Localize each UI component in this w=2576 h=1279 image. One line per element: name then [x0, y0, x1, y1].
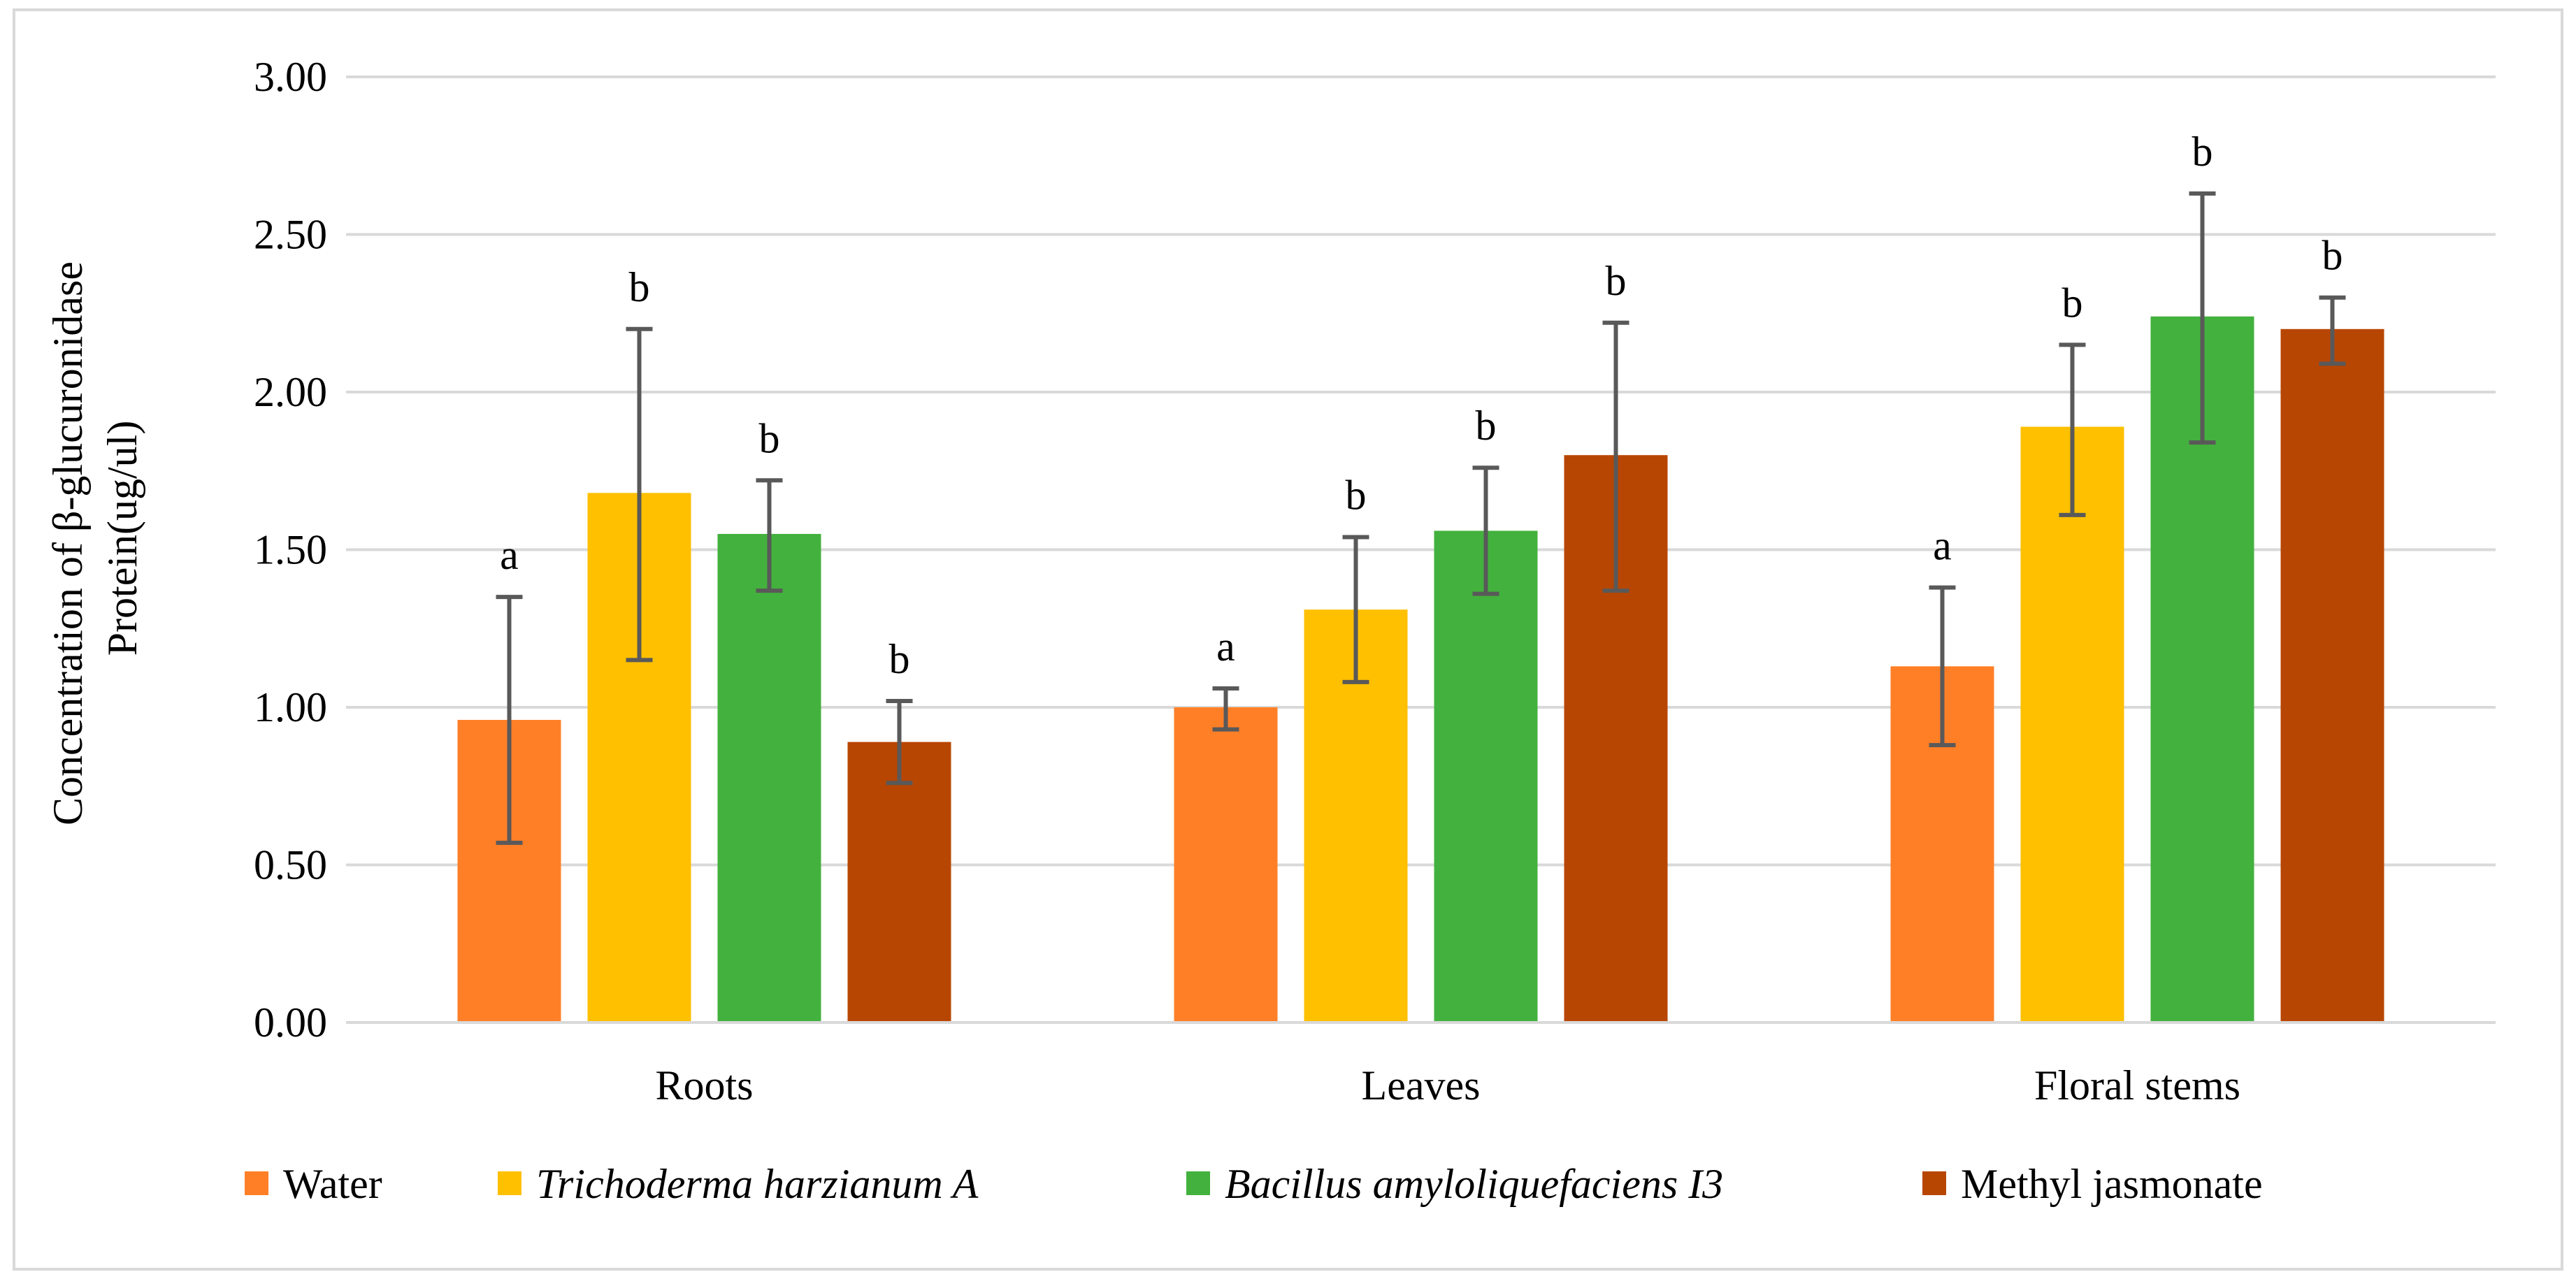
significance-label: b [629, 264, 650, 310]
legend-swatch [498, 1171, 521, 1195]
y-tick-label: 1.00 [254, 684, 327, 730]
significance-label: a [1216, 623, 1235, 670]
x-tick-label: Roots [655, 1062, 753, 1108]
x-tick-label: Floral stems [2034, 1062, 2240, 1108]
y-tick-label: 3.00 [254, 54, 327, 100]
x-axis-ticks: Roots Leaves Floral stems [655, 1062, 2240, 1108]
legend-label: Water [283, 1161, 382, 1207]
significance-label: b [1476, 403, 1497, 449]
y-axis-title-line-2: Protein(ug/ul) [99, 421, 145, 656]
y-axis-title-line-1: Concentration of β-glucuronidase [45, 261, 91, 825]
legend-label: Bacillus amyloliquefaciens I3 [1225, 1161, 1723, 1207]
significance-label: b [2192, 129, 2213, 175]
significance-label: b [759, 415, 780, 461]
y-axis-ticks: 0.00 0.50 1.00 1.50 2.00 2.50 3.00 [254, 54, 327, 1046]
bar [2020, 426, 2124, 1023]
y-tick-label: 1.50 [254, 527, 327, 573]
legend: Water Trichoderma harzianum A Bacillus amy… [245, 1161, 2263, 1207]
significance-label: b [2062, 280, 2083, 326]
legend-swatch [1186, 1171, 1210, 1195]
x-tick-label: Leaves [1362, 1062, 1481, 1108]
significance-label: b [2322, 233, 2343, 279]
significance-label: a [1933, 523, 1952, 569]
bar [1434, 530, 1538, 1023]
legend-swatch [245, 1171, 268, 1195]
gridlines [346, 75, 2496, 867]
legend-label: Methyl jasmonate [1961, 1161, 2263, 1207]
significance-label: b [1606, 258, 1627, 304]
error-bars [496, 191, 2346, 845]
significance-labels: a b b b a b b b a b b b [500, 129, 2343, 682]
bar [2280, 328, 2384, 1023]
legend-label: Trichoderma harzianum A [536, 1161, 979, 1207]
bar [847, 742, 951, 1023]
bars [457, 316, 2384, 1023]
bar [717, 533, 821, 1023]
y-tick-label: 0.50 [254, 842, 327, 888]
legend-swatch [1922, 1171, 1946, 1195]
y-axis-title: Concentration of β-glucuronidase Protein… [45, 251, 145, 825]
y-tick-label: 0.00 [254, 999, 327, 1046]
significance-label: b [1346, 472, 1367, 518]
bar [1174, 707, 1278, 1023]
chart-border [13, 8, 2563, 1271]
significance-label: a [500, 532, 519, 578]
y-tick-label: 2.00 [254, 369, 327, 415]
significance-label: b [889, 636, 910, 682]
y-tick-label: 2.50 [254, 212, 327, 258]
